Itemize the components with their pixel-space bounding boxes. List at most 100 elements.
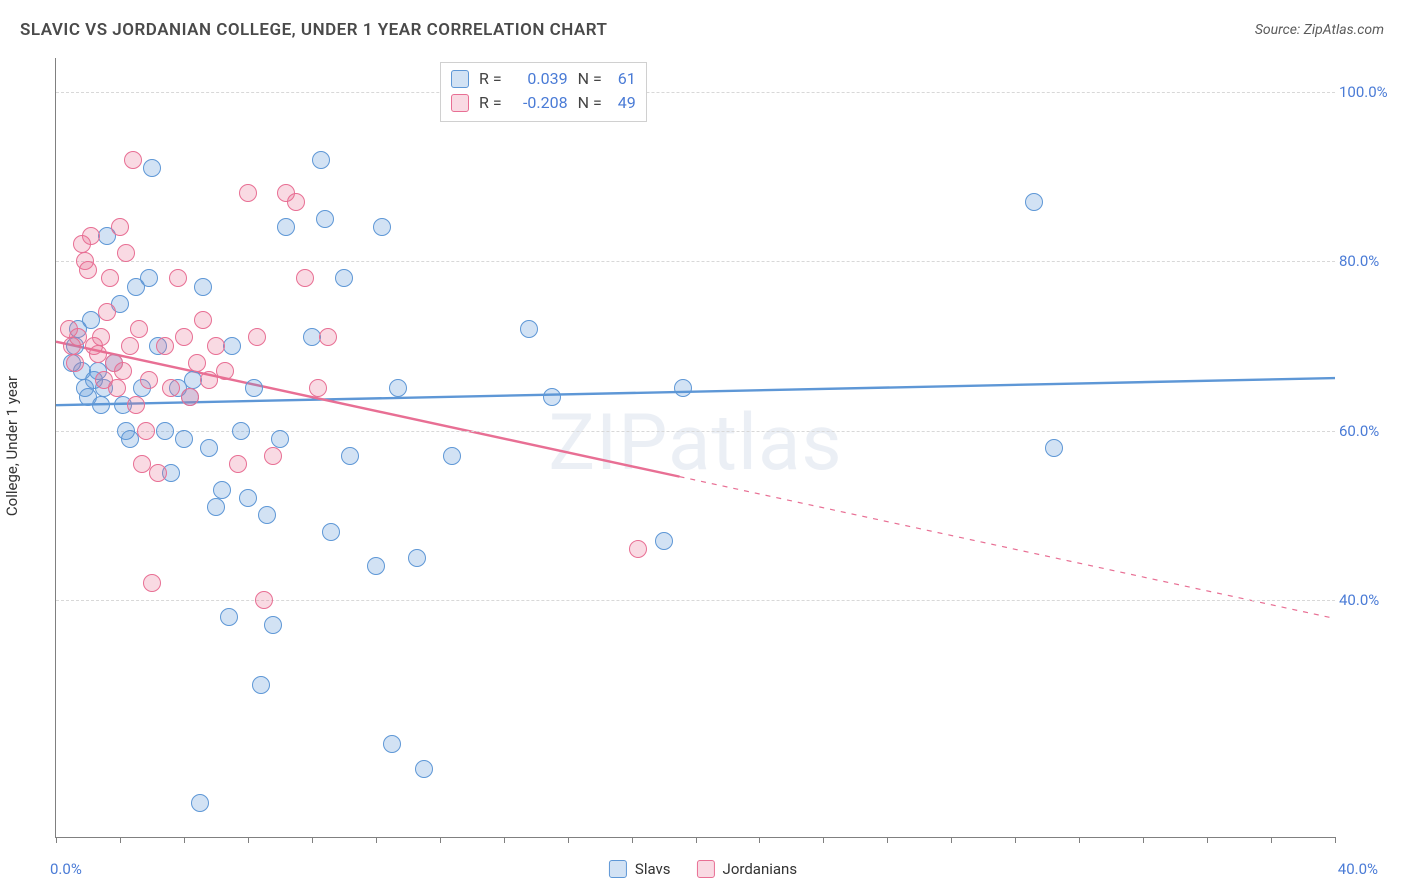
scatter-point-slavs bbox=[1045, 439, 1063, 457]
scatter-point-slavs bbox=[194, 278, 212, 296]
x-tick-mark bbox=[1207, 837, 1208, 843]
x-tick-mark bbox=[887, 837, 888, 843]
stats-row-jordanians: R = -0.208 N = 49 bbox=[451, 91, 636, 115]
swatch-slavs-icon bbox=[451, 70, 469, 88]
x-tick-mark bbox=[568, 837, 569, 843]
scatter-point-jordanians bbox=[264, 447, 282, 465]
x-tick-mark bbox=[1335, 837, 1336, 843]
scatter-point-slavs bbox=[92, 396, 110, 414]
gridline-h bbox=[56, 92, 1335, 93]
trend-line-dashed-jordanians bbox=[680, 477, 1335, 619]
scatter-point-jordanians bbox=[239, 184, 257, 202]
scatter-point-jordanians bbox=[130, 320, 148, 338]
scatter-point-slavs bbox=[264, 616, 282, 634]
scatter-point-jordanians bbox=[162, 379, 180, 397]
x-tick-mark bbox=[440, 837, 441, 843]
scatter-point-slavs bbox=[277, 218, 295, 236]
scatter-point-jordanians bbox=[207, 337, 225, 355]
y-tick-label: 40.0% bbox=[1339, 591, 1393, 609]
x-tick-mark bbox=[951, 837, 952, 843]
legend-item-jordanians: Jordanians bbox=[697, 860, 798, 878]
scatter-point-jordanians bbox=[121, 337, 139, 355]
x-tick-mark bbox=[632, 837, 633, 843]
scatter-point-jordanians bbox=[319, 328, 337, 346]
x-tick-mark bbox=[823, 837, 824, 843]
scatter-point-slavs bbox=[156, 422, 174, 440]
scatter-point-jordanians bbox=[114, 362, 132, 380]
gridline-h bbox=[56, 600, 1335, 601]
scatter-point-slavs bbox=[316, 210, 334, 228]
scatter-point-jordanians bbox=[194, 311, 212, 329]
legend-swatch-slavs-icon bbox=[609, 860, 627, 878]
x-axis-label-max: 40.0% bbox=[1338, 860, 1378, 878]
scatter-point-slavs bbox=[1025, 193, 1043, 211]
x-tick-mark bbox=[1015, 837, 1016, 843]
scatter-point-jordanians bbox=[108, 379, 126, 397]
scatter-point-slavs bbox=[543, 388, 561, 406]
scatter-point-slavs bbox=[322, 523, 340, 541]
stats-r-label: R = bbox=[479, 67, 502, 91]
stats-n-value-jordanians: 49 bbox=[610, 91, 636, 115]
scatter-point-slavs bbox=[655, 532, 673, 550]
scatter-point-jordanians bbox=[248, 328, 266, 346]
scatter-point-jordanians bbox=[188, 354, 206, 372]
stats-row-slavs: R = 0.039 N = 61 bbox=[451, 67, 636, 91]
x-tick-mark bbox=[696, 837, 697, 843]
scatter-point-slavs bbox=[408, 549, 426, 567]
scatter-point-slavs bbox=[143, 159, 161, 177]
legend-swatch-jordanians-icon bbox=[697, 860, 715, 878]
scatter-point-slavs bbox=[207, 498, 225, 516]
scatter-point-slavs bbox=[191, 794, 209, 812]
scatter-point-slavs bbox=[239, 489, 257, 507]
stats-n-value-slavs: 61 bbox=[610, 67, 636, 91]
y-tick-label: 100.0% bbox=[1339, 83, 1393, 101]
x-tick-mark bbox=[120, 837, 121, 843]
scatter-point-jordanians bbox=[255, 591, 273, 609]
stats-box: R = 0.039 N = 61 R = -0.208 N = 49 bbox=[440, 62, 647, 122]
scatter-point-jordanians bbox=[82, 227, 100, 245]
y-tick-label: 60.0% bbox=[1339, 422, 1393, 440]
legend-label-jordanians: Jordanians bbox=[723, 860, 798, 878]
x-tick-mark bbox=[759, 837, 760, 843]
x-axis-label-min: 0.0% bbox=[50, 860, 82, 878]
x-tick-mark bbox=[504, 837, 505, 843]
scatter-point-jordanians bbox=[309, 379, 327, 397]
chart-source: Source: ZipAtlas.com bbox=[1255, 22, 1384, 38]
scatter-point-slavs bbox=[341, 447, 359, 465]
scatter-point-slavs bbox=[674, 379, 692, 397]
scatter-point-jordanians bbox=[296, 269, 314, 287]
scatter-point-jordanians bbox=[117, 244, 135, 262]
stats-r-value-slavs: 0.039 bbox=[510, 67, 568, 91]
chart-container: SLAVIC VS JORDANIAN COLLEGE, UNDER 1 YEA… bbox=[0, 0, 1406, 892]
scatter-point-slavs bbox=[415, 760, 433, 778]
scatter-point-slavs bbox=[443, 447, 461, 465]
stats-r-label: R = bbox=[479, 91, 502, 115]
scatter-point-slavs bbox=[271, 430, 289, 448]
scatter-point-slavs bbox=[232, 422, 250, 440]
scatter-point-jordanians bbox=[140, 371, 158, 389]
scatter-point-jordanians bbox=[98, 303, 116, 321]
scatter-point-slavs bbox=[252, 676, 270, 694]
scatter-point-slavs bbox=[520, 320, 538, 338]
scatter-point-jordanians bbox=[229, 455, 247, 473]
x-tick-mark bbox=[1271, 837, 1272, 843]
stats-n-label: N = bbox=[578, 67, 602, 91]
scatter-point-jordanians bbox=[124, 151, 142, 169]
scatter-point-slavs bbox=[213, 481, 231, 499]
scatter-point-slavs bbox=[367, 557, 385, 575]
y-tick-label: 80.0% bbox=[1339, 252, 1393, 270]
scatter-point-slavs bbox=[175, 430, 193, 448]
scatter-point-jordanians bbox=[92, 328, 110, 346]
plot-area: ZIPatlas 40.0%60.0%80.0%100.0% bbox=[55, 58, 1335, 838]
scatter-point-slavs bbox=[335, 269, 353, 287]
stats-r-value-jordanians: -0.208 bbox=[510, 91, 568, 115]
trend-line-jordanians bbox=[56, 342, 680, 477]
gridline-h bbox=[56, 261, 1335, 262]
scatter-point-slavs bbox=[223, 337, 241, 355]
scatter-point-jordanians bbox=[216, 362, 234, 380]
scatter-point-slavs bbox=[220, 608, 238, 626]
swatch-jordanians-icon bbox=[451, 94, 469, 112]
legend-bottom: Slavs Jordanians bbox=[609, 860, 797, 878]
legend-item-slavs: Slavs bbox=[609, 860, 671, 878]
scatter-point-jordanians bbox=[79, 261, 97, 279]
